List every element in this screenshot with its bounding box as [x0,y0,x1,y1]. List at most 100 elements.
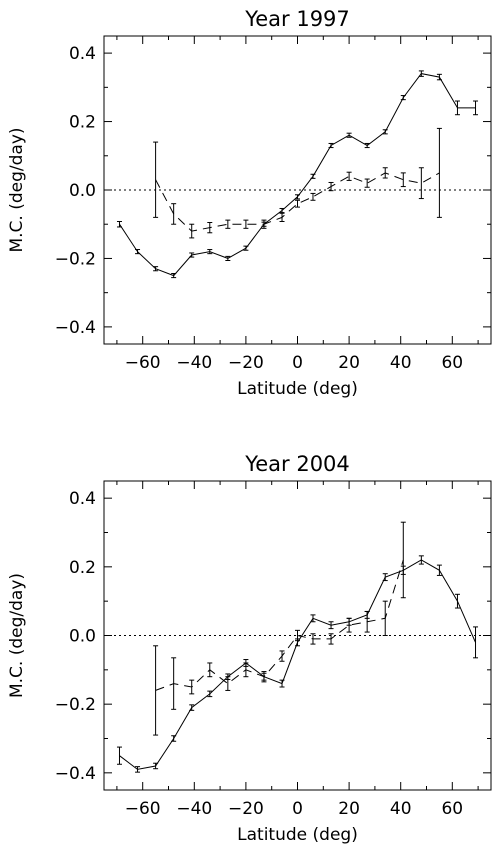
plot-frame [103,35,492,345]
error-bar [295,629,300,642]
y-tick-label: −0.4 [55,764,96,784]
error-bar [189,223,195,239]
error-bar [418,167,424,200]
error-bar [243,662,249,678]
error-bar [328,633,334,645]
y-tick-label: 0.2 [69,558,96,578]
error-bar [382,167,388,179]
series-line-dashed [155,172,440,232]
x-tick-label: −20 [228,799,264,819]
error-bar [207,249,213,255]
error-bar [295,199,300,208]
error-bar [207,662,213,678]
error-bar [171,203,177,225]
error-bar [382,129,388,135]
error-bar [135,766,141,773]
series-line-dashed [155,559,404,691]
error-bar [279,212,285,222]
error-bar [243,219,249,229]
error-bar [346,132,352,138]
error-bar [364,142,370,149]
y-tick-label: −0.2 [55,695,96,715]
error-bar [346,171,352,181]
x-tick-label: 20 [338,799,360,819]
error-bar [346,617,352,633]
error-bar [153,645,159,736]
x-tick-label: 60 [441,799,463,819]
x-tick-label: −20 [228,353,264,373]
y-tick-label: −0.4 [55,318,96,338]
error-bar [382,573,388,582]
error-bar [382,600,388,636]
error-bar [189,252,195,258]
error-bar [261,219,267,229]
series-solid [116,70,479,279]
error-bar [400,521,406,599]
error-bar [328,181,334,192]
y-axis-label: M.C. (deg/day) [7,127,27,252]
error-bar [473,100,479,116]
y-axis-label: M.C. (deg/day) [7,573,27,698]
y-tick-label: 0.0 [69,181,96,201]
error-bar [207,690,213,698]
error-bar [189,704,195,711]
error-bar [171,273,177,279]
error-bar [418,555,424,565]
error-bar [328,621,334,630]
x-tick-label: 0 [292,353,303,373]
error-bar [418,70,424,77]
y-tick-label: 0.0 [69,627,96,647]
error-bar [243,245,249,251]
x-tick-label: −40 [176,353,212,373]
x-tick-label: 20 [338,353,360,373]
error-bar [116,220,122,228]
error-bar [310,633,316,645]
error-bar [279,679,285,688]
series-line-solid [119,559,476,770]
error-bar [189,679,195,695]
error-bar [473,626,479,659]
error-bar [328,142,334,149]
x-axis-label: Latitude (deg) [237,825,358,845]
error-bar [436,564,442,576]
error-bar [153,266,159,272]
y-tick-label: 0.4 [69,44,96,64]
error-bar [400,172,406,188]
error-bar [207,222,213,234]
error-bar [310,614,316,623]
error-bar [225,255,231,261]
error-bar [436,127,442,218]
error-bar [364,610,370,633]
series-line-solid [119,73,476,277]
error-bar [153,762,159,770]
y-tick-label: 0.2 [69,113,96,133]
chart-title: Year 2004 [244,452,350,476]
series-dashed [153,521,406,736]
error-bar [279,650,285,662]
x-tick-label: −60 [125,799,161,819]
error-bar [171,657,177,710]
x-tick-label: −40 [176,799,212,819]
x-tick-label: 0 [292,799,303,819]
error-bar [310,173,316,179]
error-bar [279,207,285,214]
error-bar [153,141,159,218]
x-axis-label: Latitude (deg) [237,379,358,399]
x-tick-label: 40 [390,799,412,819]
y-tick-label: 0.4 [69,489,96,509]
chart-title: Year 1997 [244,7,350,31]
series-solid [116,555,479,773]
error-bar [454,100,460,116]
error-bar [261,671,267,683]
y-tick-label: −0.2 [55,249,96,269]
error-bar [364,178,370,188]
x-tick-label: 60 [441,353,463,373]
error-bar [454,593,460,609]
chart-panel-2: Year 2004 −60 −40 −20 0 20 40 60 −0.4 −0.2 0.0 0.2 0… [7,452,492,845]
error-bar [400,95,406,101]
error-bar [436,73,442,81]
chart-panel-1: Year 1997 −60 −40 −20 0 20 40 60 −0.4 −0.2 0.0 0.2 0… [7,7,492,399]
x-tick-label: −60 [125,353,161,373]
error-bar [310,192,316,201]
